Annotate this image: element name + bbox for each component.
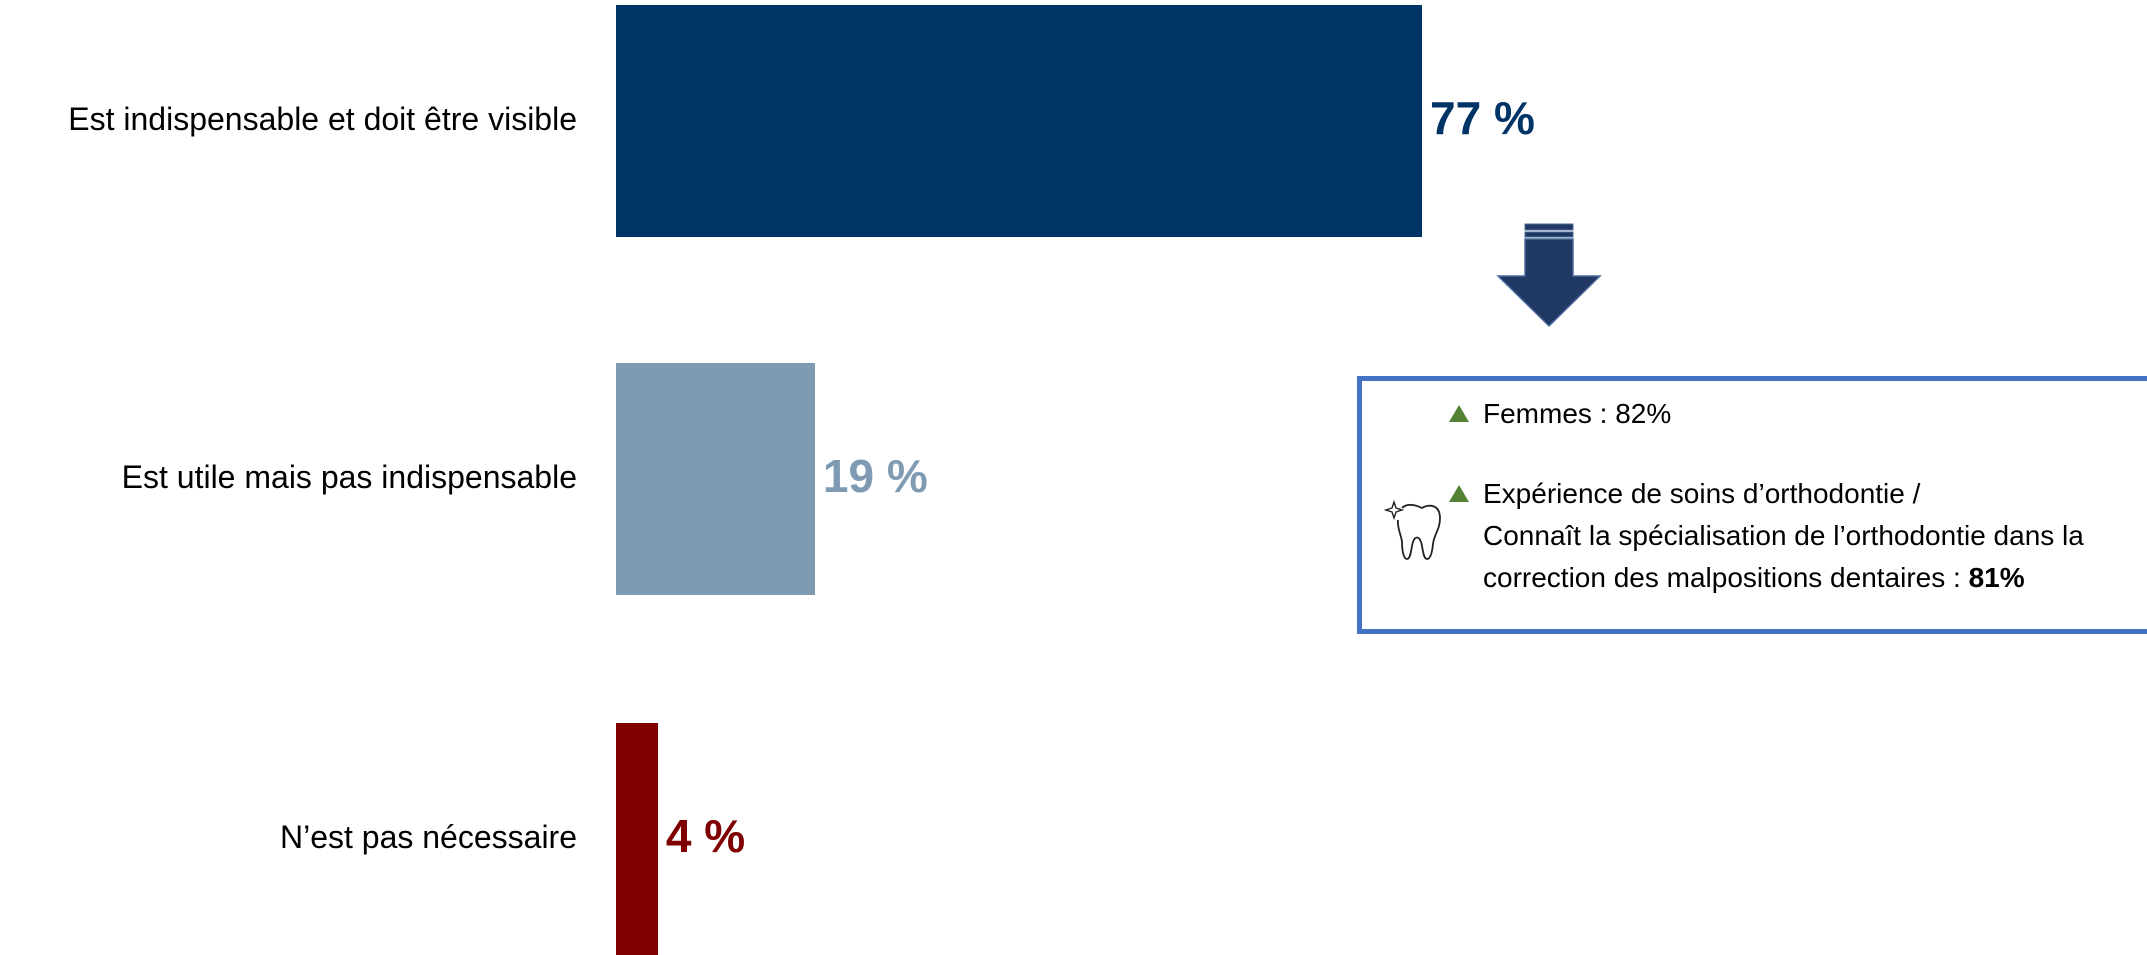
value-label: 4 % bbox=[665, 810, 746, 862]
bar bbox=[616, 723, 658, 955]
callout-line: Expérience de soins d’orthodontie / bbox=[1483, 478, 1921, 509]
callout-line: correction des malpositions dentaires : … bbox=[1483, 557, 2084, 599]
up-triangle-icon bbox=[1449, 405, 1469, 422]
up-triangle-icon bbox=[1449, 485, 1469, 502]
bar bbox=[616, 5, 1422, 237]
bar bbox=[616, 363, 815, 595]
down-arrow-icon bbox=[1496, 222, 1602, 333]
category-label: N’est pas nécessaire bbox=[279, 819, 577, 855]
callout-line-text: correction des malpositions dentaires : bbox=[1483, 562, 1969, 593]
category-label: Est indispensable et doit être visible bbox=[68, 101, 577, 137]
callout-highlight-value: 81% bbox=[1968, 562, 2025, 593]
tooth-icon bbox=[1383, 496, 1444, 567]
callout-item-text: Expérience de soins d’orthodontie / Conn… bbox=[1483, 473, 2084, 599]
value-label: 77 % bbox=[1430, 92, 1535, 144]
category-label: Est utile mais pas indispensable bbox=[121, 459, 577, 495]
callout-item-text: Femmes : 82% bbox=[1483, 398, 1672, 429]
callout-box: Femmes : 82% Expérience de soins d’ortho… bbox=[1357, 376, 2147, 634]
value-label: 19 % bbox=[822, 450, 928, 502]
callout-line: Connaît la spécialisation de l’orthodont… bbox=[1483, 520, 2084, 551]
